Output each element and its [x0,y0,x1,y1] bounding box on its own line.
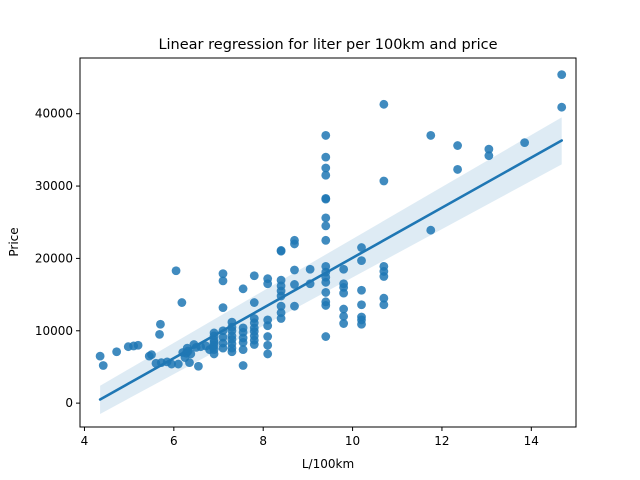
scatter-point [218,269,228,279]
scatter-point [177,298,187,307]
scatter-point [290,265,299,275]
regression-line-layer [98,139,564,401]
scatter-point [186,349,196,359]
scatter-point [426,225,436,235]
scatter-point [321,152,331,162]
scatter-point [339,319,349,328]
scatter-point [305,264,315,274]
scatter-point [249,340,259,349]
scatter-point [238,284,248,294]
scatter-point [276,246,286,255]
x-tick-label: 4 [81,434,89,448]
scatter-point [357,256,366,265]
scatter-point [484,144,494,154]
x-axis-label: L/100km [302,457,354,471]
x-tick-label: 12 [434,434,449,448]
x-axis-ticks: 4 6 8 10 12 14 [81,427,539,448]
x-tick-label: 8 [259,434,267,448]
scatter-point [357,300,366,310]
regression-line [98,139,564,401]
y-axis-label: Price [7,227,21,256]
scatter-point [357,285,366,295]
scatter-point [557,102,567,112]
scatter-point [379,293,389,303]
scatter-point [321,194,331,204]
scatter-point [290,239,299,249]
scatter-point [133,340,143,350]
y-tick-label: 40000 [35,107,73,121]
scatter-point [263,340,273,350]
chart-title: Linear regression for liter per 100km an… [158,37,497,53]
scatter-point [321,131,331,140]
x-tick-label: 14 [524,434,539,448]
scatter-point [426,131,436,140]
scatter-point [453,141,462,150]
scatter-point [276,301,286,311]
scatter-point [263,349,273,359]
scatter-point [379,300,389,310]
scatter-point [357,319,366,329]
scatter-point [357,243,366,252]
scatter-point [218,276,228,286]
scatter-point [95,351,105,361]
scatter-point [339,288,349,298]
scatter-point [453,165,462,174]
scatter-point [321,170,331,180]
scatter-point [238,361,248,370]
scatter-point [173,359,183,369]
scatter-point [185,358,194,368]
scatter-point [321,301,331,310]
scatter-point [321,332,331,341]
scatter-point [290,280,299,289]
scatter-point [379,99,389,109]
scatter-point [321,213,331,223]
scatter-point [276,314,286,323]
scatter-point [238,345,248,354]
scatter-point [379,176,389,186]
scatter-point [171,266,181,276]
scatter-point [557,70,567,80]
scatter-point [249,271,259,281]
scatter-point [379,272,389,281]
y-tick-label: 10000 [35,324,73,338]
scatter-point [112,347,122,357]
scatter-point [339,311,349,321]
scatter-point [209,349,219,359]
x-tick-label: 10 [345,434,360,448]
scatter-point [98,361,108,370]
scatter-point [321,163,331,173]
scatter-point [321,277,331,287]
scatter-points-layer [95,70,567,371]
y-tick-label: 30000 [35,179,73,193]
scatter-point [484,151,494,161]
scatter-point [227,347,237,357]
scatter-point [249,298,259,307]
scatter-point [147,350,156,360]
scatter-point [218,303,228,313]
scatter-point [321,221,331,231]
scatter-point [263,321,273,331]
scatter-point [321,288,331,297]
scatter-point [156,319,165,329]
y-tick-label: 0 [65,396,73,410]
scatter-point [218,343,228,353]
scatter-point [155,329,164,339]
y-axis-ticks: 0 10000 20000 30000 40000 [35,107,80,410]
plot-frame [79,57,577,428]
y-tick-label: 20000 [35,251,73,265]
x-tick-label: 6 [170,434,178,448]
scatter-point [321,235,331,245]
scatter-point [520,138,530,148]
scatter-point [263,274,273,284]
scatter-point [290,301,299,311]
scatter-point [194,361,203,371]
scatter-point [339,304,349,314]
scatter-point [238,337,248,347]
scatter-point [263,332,273,341]
scatter-point [339,264,349,274]
